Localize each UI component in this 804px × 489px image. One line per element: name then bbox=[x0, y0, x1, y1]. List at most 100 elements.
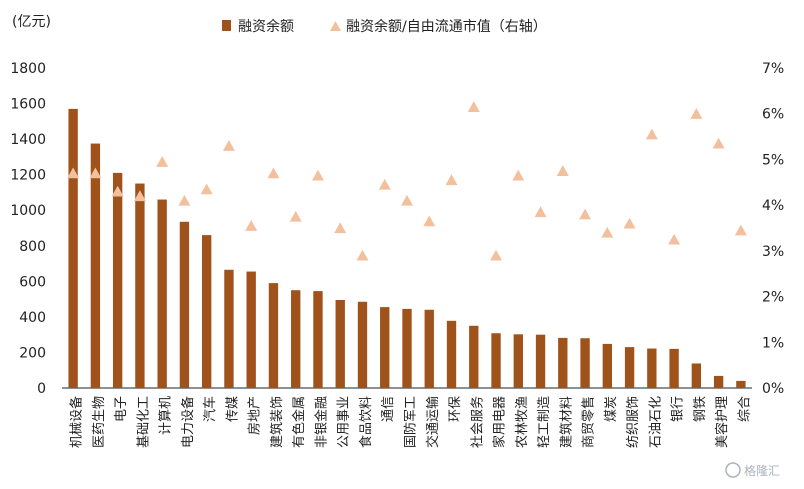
bar bbox=[246, 271, 256, 388]
bar bbox=[713, 375, 724, 388]
x-tick-label: 石油石化 bbox=[648, 396, 663, 448]
marker-point bbox=[67, 167, 80, 179]
bar bbox=[602, 343, 612, 388]
marker-point bbox=[668, 233, 681, 245]
y-right-tick-label: 4% bbox=[762, 198, 784, 214]
bar bbox=[580, 338, 590, 388]
x-tick-label: 纺织服饰 bbox=[626, 396, 641, 448]
marker-point bbox=[311, 169, 324, 181]
y-left-tick-label: 800 bbox=[19, 239, 46, 255]
bar bbox=[313, 291, 323, 388]
marker-point bbox=[356, 249, 369, 261]
bar bbox=[624, 347, 635, 388]
x-tick-label: 综合 bbox=[737, 396, 752, 422]
x-tick-label: 建筑材料 bbox=[558, 396, 574, 448]
bar bbox=[135, 183, 145, 388]
marker-point bbox=[156, 156, 169, 167]
marker-point bbox=[534, 206, 547, 218]
bar bbox=[291, 290, 301, 388]
x-tick-label: 电子 bbox=[114, 396, 129, 422]
y-right-tick-label: 0% bbox=[762, 381, 784, 397]
marker-point bbox=[467, 101, 480, 112]
bar bbox=[691, 363, 702, 388]
bar bbox=[90, 143, 101, 388]
x-tick-label: 钢铁 bbox=[693, 396, 708, 422]
legend: 融资余额 融资余额/自由流通市值（右轴） bbox=[222, 18, 547, 35]
marker-point bbox=[556, 165, 569, 176]
marker-point bbox=[401, 194, 413, 206]
bar bbox=[491, 333, 501, 388]
bar bbox=[513, 334, 523, 388]
legend-bar-swatch bbox=[222, 20, 231, 31]
x-tick-label: 商贸零售 bbox=[581, 396, 597, 448]
x-tick-label: 汽车 bbox=[202, 396, 218, 422]
marker-point bbox=[200, 183, 213, 195]
marker-point bbox=[690, 108, 703, 119]
x-tick-label: 机械设备 bbox=[69, 396, 85, 448]
bar bbox=[224, 269, 234, 388]
marker-point bbox=[267, 167, 280, 179]
bar bbox=[202, 235, 212, 388]
bar bbox=[535, 334, 546, 388]
x-tick-label: 传媒 bbox=[225, 396, 240, 422]
watermark-text: 格隆汇 bbox=[744, 463, 780, 478]
legend-marker-label: 融资余额/自由流通市值（右轴） bbox=[346, 18, 547, 35]
x-tick-label: 环保 bbox=[448, 396, 463, 422]
y-left-tick-label: 1800 bbox=[10, 61, 46, 77]
y-left-tick-label: 600 bbox=[19, 274, 46, 290]
x-tick-label: 公用事业 bbox=[337, 396, 352, 448]
bar bbox=[647, 348, 657, 388]
x-tick-label: 交通运输 bbox=[425, 396, 441, 448]
y-right-tick-label: 7% bbox=[762, 61, 784, 77]
x-tick-label: 计算机 bbox=[159, 396, 174, 435]
marker-point bbox=[512, 169, 525, 181]
marker-point bbox=[712, 137, 725, 149]
marker-point bbox=[645, 128, 658, 140]
y-left-unit-label: (亿元) bbox=[12, 14, 51, 30]
legend-bar-label: 融资余额 bbox=[238, 18, 294, 35]
bar bbox=[558, 337, 568, 388]
y-left-tick-label: 200 bbox=[19, 345, 46, 361]
bar bbox=[268, 283, 279, 388]
x-tick-label: 轻工制造 bbox=[537, 396, 552, 448]
bar bbox=[357, 301, 368, 388]
y-left-tick-label: 0 bbox=[37, 381, 46, 397]
x-tick-label: 食品饮料 bbox=[358, 396, 374, 448]
y-left-tick-label: 1600 bbox=[10, 97, 46, 113]
y-right-ticks: 0% 1% 2% 3% 4% 5% 6% 7% bbox=[762, 61, 784, 397]
bar bbox=[446, 320, 457, 388]
marker-point bbox=[111, 185, 124, 197]
marker-point bbox=[734, 224, 747, 236]
marker-series bbox=[67, 101, 747, 261]
bar bbox=[335, 300, 345, 388]
x-tick-label: 基础化工 bbox=[136, 396, 151, 448]
y-right-tick-label: 2% bbox=[762, 290, 784, 306]
marker-point bbox=[178, 194, 191, 206]
marker-point bbox=[445, 174, 458, 186]
category-labels: 机械设备 医药生物 电子 基础化工 计算机 电力设备 汽车 传媒 房地产 建筑装饰 有色金属 非银金融… bbox=[69, 396, 753, 448]
y-left-ticks: 0 200 400 600 800 1000 1200 1400 1600 1800 bbox=[10, 61, 46, 397]
bar bbox=[469, 325, 479, 388]
bar-series bbox=[68, 108, 746, 388]
marker-point bbox=[579, 208, 592, 220]
x-tick-label: 有色金属 bbox=[291, 396, 307, 448]
y-right-tick-label: 6% bbox=[762, 107, 784, 123]
x-tick-label: 房地产 bbox=[247, 396, 263, 435]
y-left-tick-label: 1200 bbox=[10, 168, 46, 184]
marker-point bbox=[222, 140, 235, 151]
x-tick-label: 美容护理 bbox=[714, 396, 730, 448]
x-tick-label: 社会服务 bbox=[469, 396, 485, 448]
x-tick-label: 农林牧渔 bbox=[515, 396, 530, 448]
watermark-logo-icon bbox=[725, 462, 741, 478]
watermark: 格隆汇 bbox=[725, 462, 780, 478]
x-tick-label: 电力设备 bbox=[180, 396, 196, 448]
x-tick-label: 煤炭 bbox=[604, 396, 619, 422]
marker-point bbox=[601, 226, 614, 238]
legend-marker-swatch bbox=[330, 21, 341, 31]
marker-point bbox=[133, 190, 146, 202]
bar bbox=[68, 108, 78, 388]
y-right-tick-label: 3% bbox=[762, 244, 784, 260]
y-left-tick-label: 1400 bbox=[10, 132, 46, 148]
marker-point bbox=[289, 210, 302, 222]
